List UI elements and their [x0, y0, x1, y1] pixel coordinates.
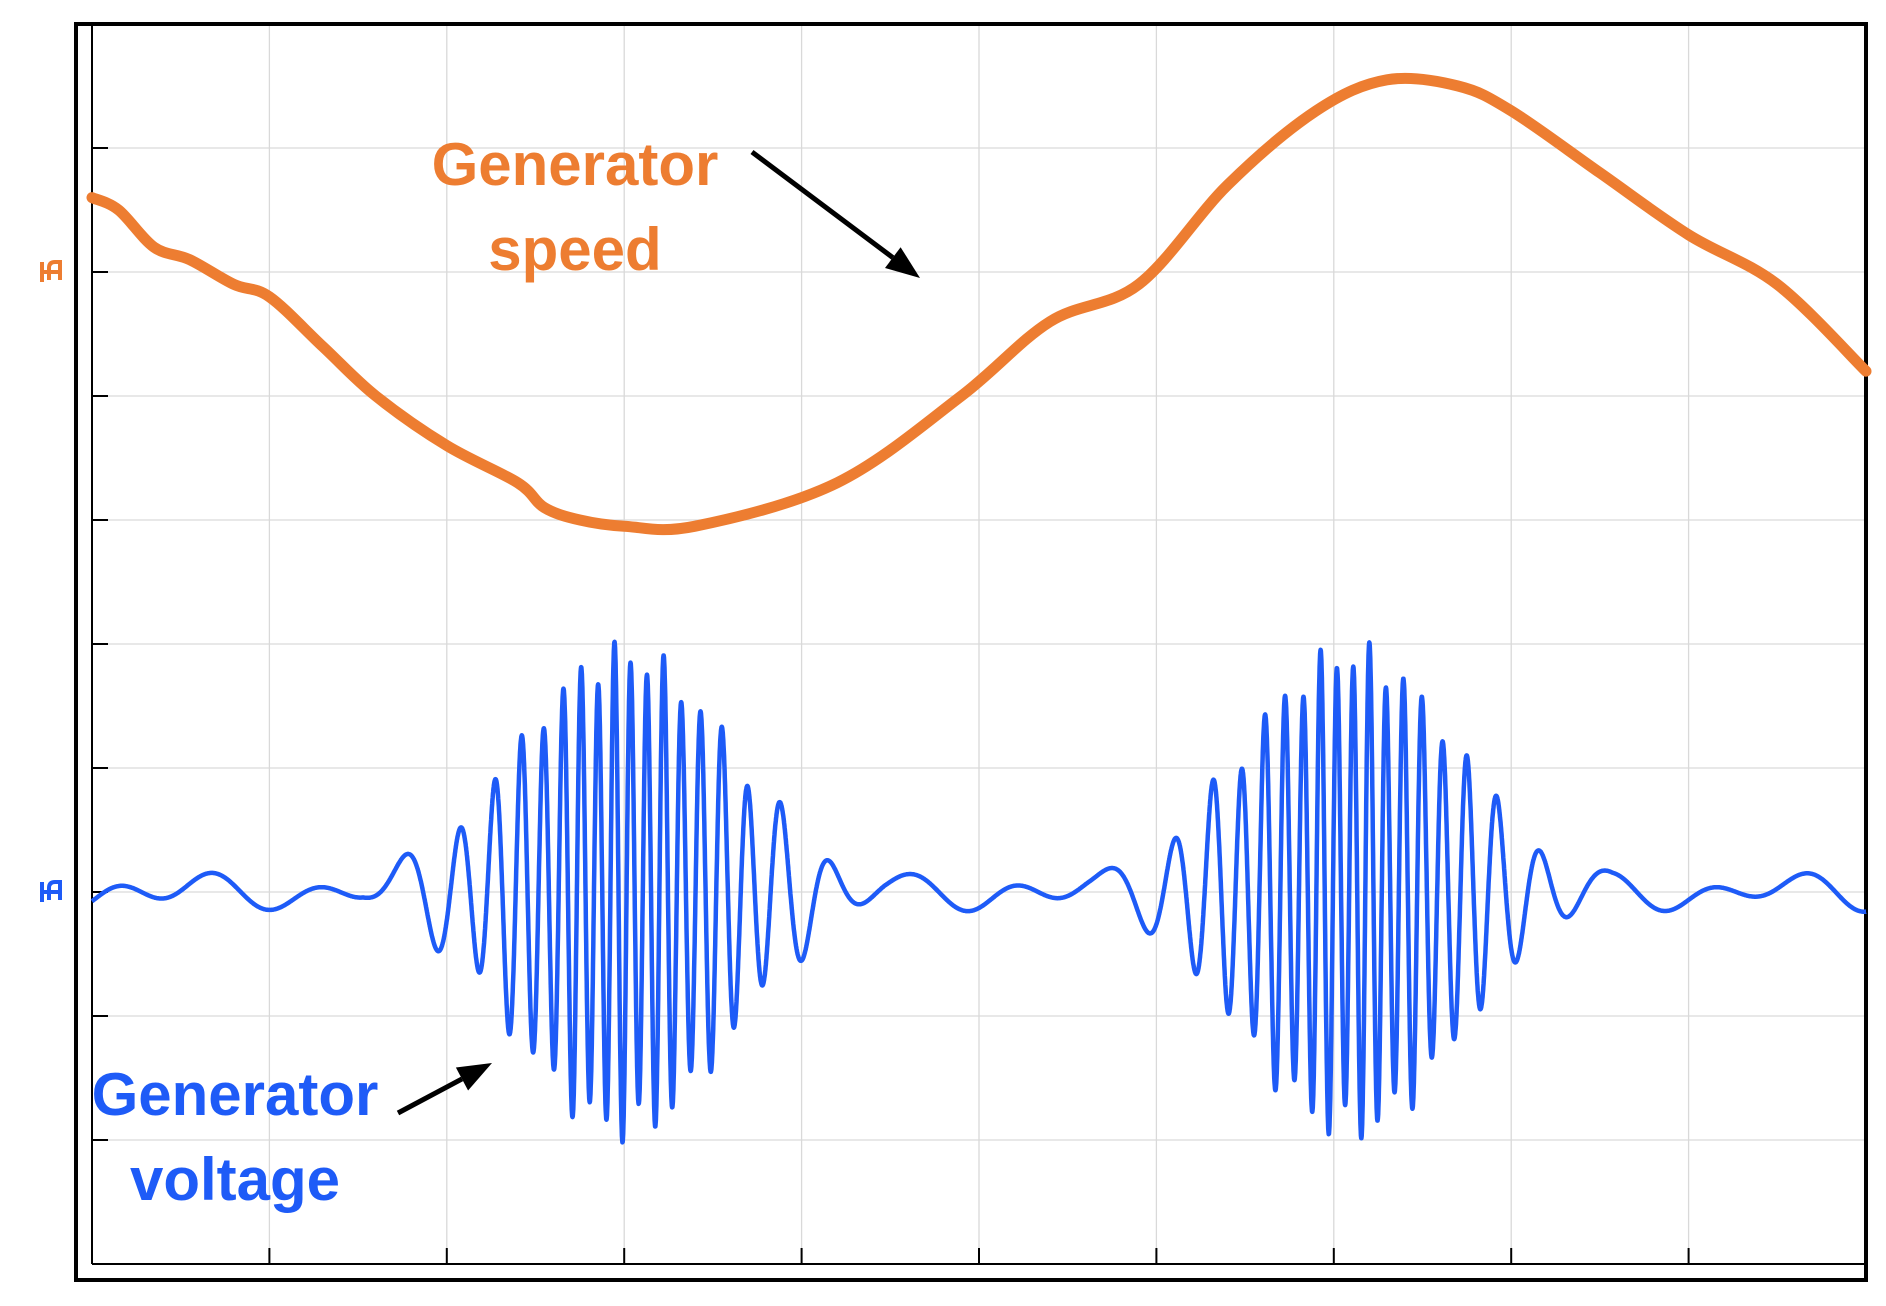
series-layer — [86, 72, 1872, 1145]
speed-arrow-icon — [750, 150, 920, 278]
voltage-ground-icon — [40, 880, 62, 902]
speed-label-line2: speed — [488, 216, 661, 283]
voltage-label-line1: Generator — [92, 1061, 379, 1128]
series-generator-speed — [86, 72, 1872, 536]
speed-label-line1: Generator — [432, 131, 719, 198]
annotation-layer: Generator speed Generator voltage — [92, 131, 920, 1213]
ground-markers — [40, 260, 62, 902]
speed-ground-icon — [40, 260, 62, 282]
voltage-arrow-icon — [396, 1063, 492, 1116]
series-generator-voltage — [90, 639, 1868, 1145]
voltage-label-line2: voltage — [130, 1146, 340, 1213]
grid — [92, 24, 1866, 1264]
plot-frame — [74, 22, 1868, 1282]
